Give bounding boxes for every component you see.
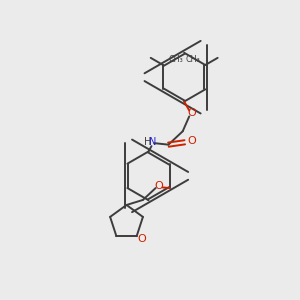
Text: CH₃: CH₃ — [185, 55, 200, 64]
Text: H: H — [144, 137, 151, 147]
Text: N: N — [149, 137, 157, 147]
Text: CH₃: CH₃ — [168, 55, 183, 64]
Text: O: O — [187, 136, 196, 146]
Text: O: O — [155, 181, 164, 191]
Text: O: O — [187, 108, 196, 118]
Text: O: O — [137, 233, 146, 244]
